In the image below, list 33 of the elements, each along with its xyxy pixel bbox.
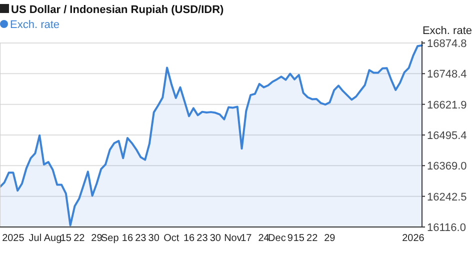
y-tick-label: 16495.4 xyxy=(427,130,467,142)
x-tick-label: 16 xyxy=(183,233,196,244)
y-axis-title: Exch. rate xyxy=(422,25,472,37)
y-tick-label: 16242.5 xyxy=(427,191,467,204)
x-tick-label: 16 xyxy=(122,233,134,244)
y-tick-label: 16748.4 xyxy=(427,68,467,81)
y-tick-label: 16621.9 xyxy=(427,99,467,112)
x-tick-label: 22 xyxy=(74,233,86,244)
x-tick-label: 30 xyxy=(210,233,222,244)
chart-title: US Dollar / Indonesian Rupiah (USD/IDR) xyxy=(11,4,224,16)
x-tick-label: Jul xyxy=(28,233,42,244)
x-tick-label: 9 xyxy=(287,233,294,244)
x-tick-label: 2026 xyxy=(402,233,425,244)
x-tick-label: 23 xyxy=(135,233,147,244)
x-tick-label: 29 xyxy=(324,233,336,244)
x-tick-label: 24 xyxy=(258,233,270,244)
x-tick-label: Aug xyxy=(44,233,62,244)
y-tick-label: 16369.0 xyxy=(427,160,467,173)
legend-label: Exch. rate xyxy=(10,19,60,31)
x-tick-label: 30 xyxy=(148,233,160,244)
x-tick-label: Oct xyxy=(164,233,180,244)
x-tick-label: 15 xyxy=(60,233,72,244)
x-tick-label: 23 xyxy=(196,233,208,244)
x-tick-label: 17 xyxy=(240,233,252,244)
y-tick-label: 16116.0 xyxy=(427,222,466,234)
x-tick-label: 15 xyxy=(293,233,305,244)
x-tick-label: Dec xyxy=(268,233,286,244)
x-tick-label: Nov xyxy=(224,233,242,244)
x-tick-label: 22 xyxy=(306,233,318,244)
x-tick-label: 29 xyxy=(91,233,103,244)
x-tick-label: Sep xyxy=(100,233,120,244)
x-tick-label: 2025 xyxy=(2,233,25,244)
y-tick-label: 16874.8 xyxy=(427,38,467,50)
